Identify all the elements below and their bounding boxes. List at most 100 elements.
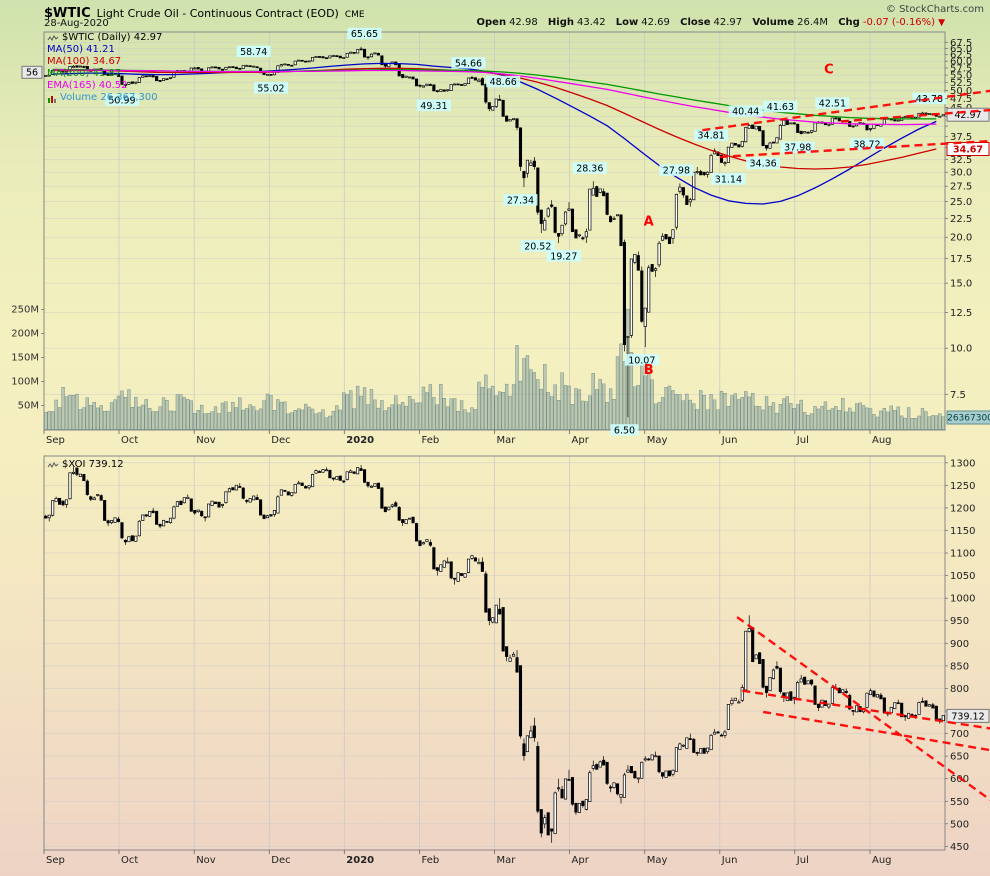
candle [525, 159, 529, 174]
volume-bar [803, 412, 807, 430]
volume-bar [92, 402, 96, 430]
candle [338, 475, 342, 481]
candle [61, 500, 65, 506]
candle [858, 122, 862, 124]
y-axis-label: 37.5 [950, 132, 972, 143]
volume-bar [120, 390, 124, 430]
volume-bar [671, 390, 675, 430]
candle [927, 113, 931, 115]
candle [404, 519, 408, 525]
y-axis-label: 600 [950, 774, 969, 785]
candle [269, 74, 273, 76]
volume-bar [851, 411, 855, 430]
candle [265, 515, 270, 519]
candle [667, 236, 672, 245]
volume-bar [657, 402, 661, 430]
candle [654, 268, 658, 271]
candle [390, 504, 394, 507]
candle [304, 60, 308, 63]
candle [494, 604, 498, 624]
svg-text:739.12: 739.12 [951, 711, 984, 722]
candle [709, 155, 713, 173]
candle [730, 142, 734, 148]
candle [300, 482, 304, 486]
chg-value: -0.07 (-0.16%) [862, 17, 936, 28]
volume-bar [439, 384, 443, 430]
y-axis-label: 22.5 [950, 214, 972, 225]
chart-date: 28-Aug-2020 [44, 18, 109, 29]
candle [116, 74, 121, 77]
trendline [702, 89, 990, 132]
candle [508, 119, 512, 122]
candle [64, 70, 69, 73]
candle [612, 217, 616, 220]
x-axis-label: Jun [721, 855, 738, 866]
candle [723, 731, 727, 736]
candle [196, 67, 200, 70]
candle [695, 752, 699, 754]
y-axis-label: 50.0 [950, 86, 972, 97]
copyright: © StockCharts.com [885, 4, 984, 15]
volume-bar [470, 407, 474, 430]
volume-bar [910, 418, 914, 430]
candle [68, 472, 72, 500]
volume-bar [868, 408, 873, 430]
y-axis-label: 1000 [950, 594, 975, 605]
candle [182, 497, 186, 504]
candle [279, 489, 283, 496]
volume-bar [418, 402, 422, 430]
volume-bar [428, 384, 433, 430]
x-axis-label: Feb [422, 435, 440, 446]
candlesticks [44, 465, 945, 843]
candle [293, 483, 297, 494]
candle [882, 697, 886, 714]
volume-bar [200, 404, 204, 430]
candle [744, 630, 748, 691]
candle [373, 483, 377, 487]
candle [803, 676, 807, 685]
candle [775, 666, 779, 669]
legend-ma50-label: MA(50) 41.21 [47, 44, 115, 55]
candle [106, 520, 110, 524]
candle [297, 482, 301, 485]
candle [44, 515, 48, 519]
x-axis-label: Mar [497, 435, 517, 446]
open-value: 42.98 [509, 17, 538, 28]
volume-bar [660, 397, 665, 430]
volume-bar [89, 405, 93, 430]
annotation-label: 34.81 [697, 131, 724, 142]
candle [868, 128, 873, 130]
candle [477, 562, 481, 565]
volume-bar [681, 400, 686, 430]
volume-bar [109, 402, 114, 430]
x-axis-label: Jul [796, 435, 809, 446]
volume-bar [158, 406, 162, 430]
volume-bar [220, 402, 225, 430]
y-axis-label: 17.5 [950, 254, 972, 265]
candle [615, 214, 620, 217]
exchange: CME [344, 10, 365, 20]
candle [563, 778, 568, 800]
candle [647, 758, 651, 761]
legend-xoi-row: $XOI 739.12 [47, 459, 124, 471]
annotation-label: 38.72 [853, 140, 880, 151]
volume-bars [44, 308, 945, 430]
candle [293, 60, 297, 66]
volume-bar [172, 410, 176, 430]
volume-bar [591, 373, 595, 430]
volume-bar [307, 406, 311, 430]
annotation-label: 49.31 [420, 101, 447, 112]
volume-bar [598, 379, 602, 430]
high-value: 43.42 [576, 17, 606, 28]
candle [934, 705, 938, 721]
volume-bar [865, 407, 869, 430]
candle [338, 55, 342, 59]
candle [785, 119, 789, 125]
y-axis-label: 27.5 [950, 182, 972, 193]
candle [453, 83, 457, 86]
x-axis-label: 2020 [346, 855, 374, 866]
candle [200, 510, 204, 517]
candle [778, 124, 782, 140]
volume-bar [695, 409, 699, 430]
volume-bar [809, 413, 814, 430]
